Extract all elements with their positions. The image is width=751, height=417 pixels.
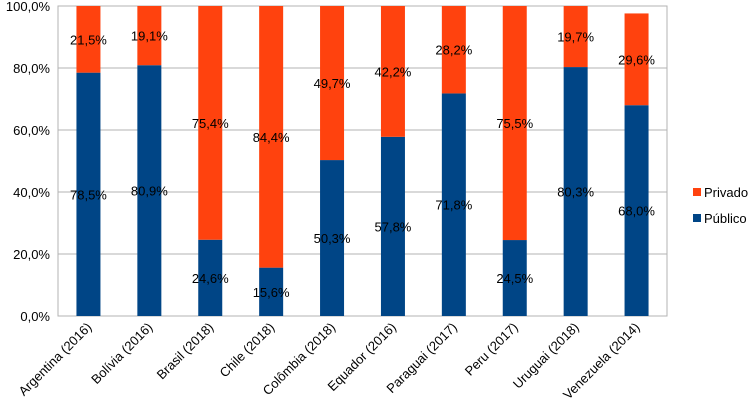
x-tick-label: Argentina (2016) (15, 320, 94, 399)
bar-privado (502, 6, 527, 241)
bar-privado (259, 6, 284, 268)
bar-privado (198, 6, 223, 240)
bar-publico (259, 267, 284, 316)
bar-publico (320, 160, 345, 316)
data-label: 78,5% (70, 187, 107, 202)
data-label: 29,6% (618, 52, 655, 67)
bar-privado (624, 13, 649, 106)
data-label: 24,6% (192, 271, 229, 286)
legend-swatch-publico (693, 214, 701, 222)
bar-publico (380, 136, 405, 316)
legend-swatch-privado (693, 188, 701, 196)
data-label: 24,5% (496, 271, 533, 286)
bar-privado (380, 6, 405, 137)
x-tick-label: Brasil (2018) (154, 320, 217, 383)
bar-publico (502, 240, 527, 316)
data-label: 42,2% (375, 64, 412, 79)
y-tick-label: 20,0% (13, 247, 50, 262)
bar-privado (137, 6, 162, 66)
x-tick-label: Bolívia (2016) (88, 320, 155, 387)
data-label: 80,9% (131, 184, 168, 199)
plot-area-border (57, 5, 668, 317)
y-tick-label: 80,0% (13, 61, 50, 76)
data-label: 19,1% (131, 29, 168, 44)
y-tick-label: 100,0% (6, 0, 51, 14)
data-label: 80,3% (557, 185, 594, 200)
legend-label: Privado (704, 185, 748, 200)
data-label: 75,4% (192, 116, 229, 131)
data-label: 19,7% (557, 30, 594, 45)
bar-privado (441, 6, 466, 94)
bar-privado (76, 6, 101, 73)
x-tick-label: Chile (2018) (217, 320, 278, 381)
bar-publico (624, 105, 649, 316)
data-label: 84,4% (253, 130, 290, 145)
data-label: 21,5% (70, 32, 107, 47)
bar-publico (441, 93, 466, 316)
data-label: 15,6% (253, 285, 290, 300)
data-label: 49,7% (314, 76, 351, 91)
data-label: 28,2% (435, 43, 472, 58)
bar-privado (320, 6, 345, 161)
y-tick-label: 40,0% (13, 185, 50, 200)
bar-publico (198, 239, 223, 316)
data-label: 50,3% (314, 231, 351, 246)
data-label: 57,8% (375, 219, 412, 234)
bar-publico (563, 67, 588, 316)
data-label: 71,8% (435, 198, 472, 213)
bar-publico (76, 72, 101, 317)
data-label: 68,0% (618, 204, 655, 219)
data-label: 75,5% (496, 116, 533, 131)
legend-label: Público (704, 211, 747, 226)
y-tick-label: 0,0% (20, 309, 50, 324)
y-tick-label: 60,0% (13, 123, 50, 138)
x-tick-label: Peru (2017) (462, 320, 521, 379)
bar-privado (563, 6, 588, 68)
bar-publico (137, 65, 162, 317)
